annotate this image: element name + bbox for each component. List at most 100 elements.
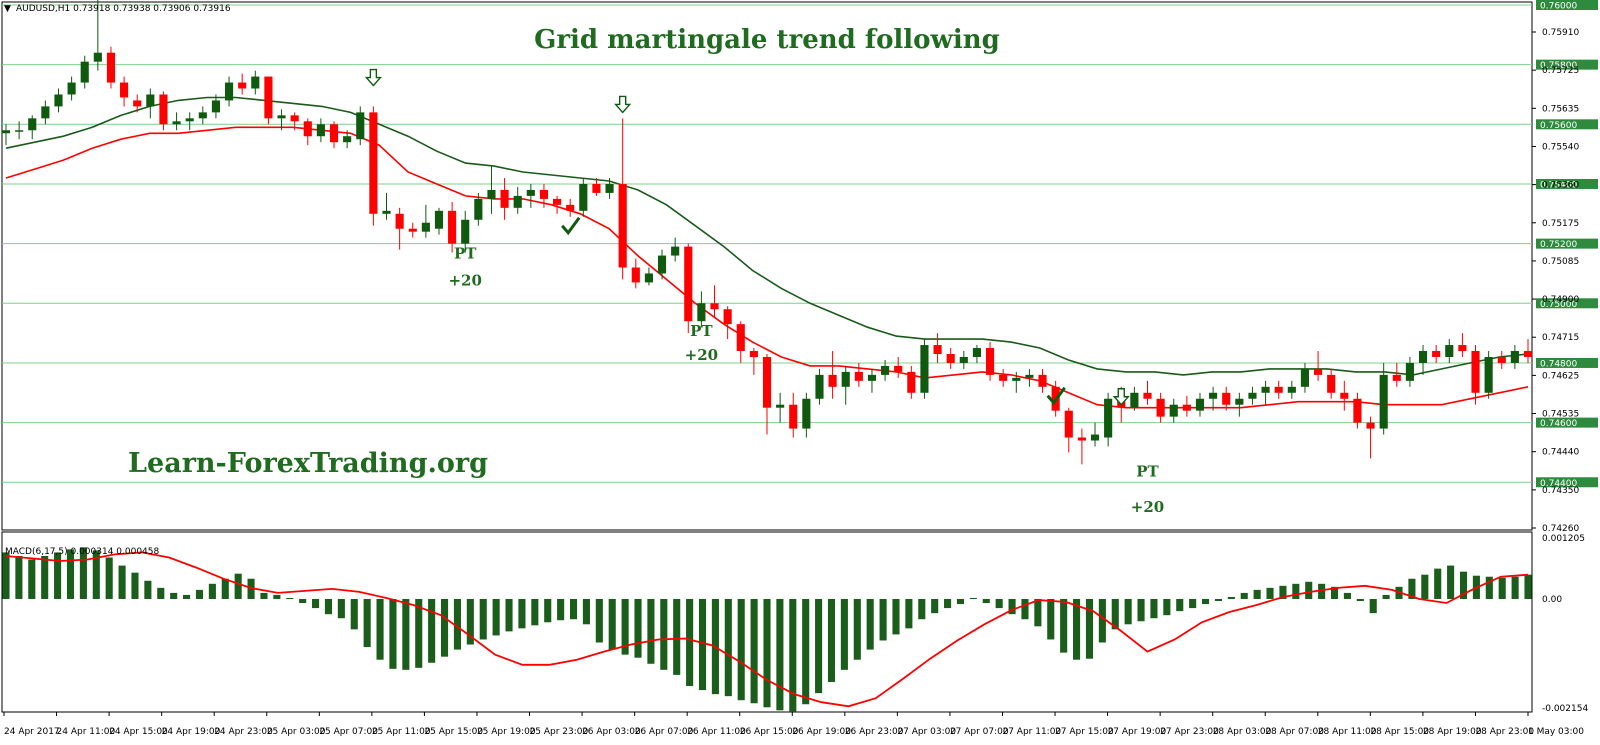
candle-body xyxy=(15,130,24,132)
candle-body xyxy=(513,195,522,208)
macd-bar xyxy=(1318,583,1326,599)
x-tick-label: 24 Apr 19:00 xyxy=(162,727,221,737)
candle-body xyxy=(907,371,916,393)
candle-body xyxy=(1195,398,1205,411)
candle-body xyxy=(434,210,444,229)
x-tick-label: 28 Apr 15:00 xyxy=(1370,727,1429,737)
macd-panel-border xyxy=(1,531,1533,713)
macd-bar xyxy=(724,598,732,697)
macd-bar xyxy=(92,550,100,599)
y-tick-label: 0.75725 xyxy=(1542,66,1579,76)
macd-bar xyxy=(1421,574,1429,599)
macd-bar xyxy=(312,598,320,609)
candle-body xyxy=(1392,374,1401,381)
candle-body xyxy=(54,94,63,107)
candle-body xyxy=(894,365,903,372)
candle-body xyxy=(106,52,116,83)
macd-bar xyxy=(1085,598,1094,659)
candle-body xyxy=(211,100,220,113)
candle-body xyxy=(1090,434,1100,441)
macd-bar xyxy=(1266,587,1274,599)
x-tick-label: 24 Apr 2017 xyxy=(4,727,60,737)
candle-body xyxy=(41,106,50,119)
macd-bar xyxy=(1369,598,1377,614)
macd-bar xyxy=(827,598,836,682)
candle-body xyxy=(592,183,601,193)
macd-bar xyxy=(698,598,707,691)
candle-body xyxy=(605,183,614,193)
y-tick-label: 0.75910 xyxy=(1542,28,1579,38)
candle-body xyxy=(80,61,89,83)
candle-body xyxy=(854,371,863,381)
macd-bar xyxy=(1524,574,1532,599)
macd-bar xyxy=(1227,596,1235,599)
y-tick-label: 0.74900 xyxy=(1542,295,1579,305)
candle-body xyxy=(1405,362,1414,381)
macd-bar xyxy=(1356,598,1364,602)
candle-body xyxy=(487,189,496,199)
macd-bar xyxy=(260,592,268,599)
macd-bar xyxy=(363,598,371,648)
macd-bar xyxy=(1434,568,1442,599)
macd-bar xyxy=(324,598,333,615)
macd-bar xyxy=(802,598,810,705)
grid-level-label: 0.75600 xyxy=(1540,121,1577,131)
candle-body xyxy=(1445,345,1454,357)
candle-body xyxy=(802,398,811,429)
candle-body xyxy=(1130,392,1139,408)
grid-level-label: 0.75200 xyxy=(1540,240,1577,250)
candle-body xyxy=(618,183,627,268)
candle-body xyxy=(1182,404,1191,411)
candle-body xyxy=(198,112,207,119)
macd-bar xyxy=(892,598,900,635)
macd-bar xyxy=(621,598,629,655)
macd-bar xyxy=(582,598,590,625)
candle-body xyxy=(776,404,785,408)
candle-body xyxy=(841,371,850,387)
macd-bar xyxy=(982,598,990,604)
x-tick-label: 28 Apr 19:00 xyxy=(1423,727,1482,737)
candle-body xyxy=(657,255,667,274)
candle-body xyxy=(1497,356,1506,363)
macd-bar xyxy=(673,598,681,675)
candle-body xyxy=(1025,374,1034,378)
candle-body xyxy=(474,198,483,220)
macd-bar xyxy=(79,547,87,599)
macd-bar xyxy=(1111,598,1119,630)
candle-body xyxy=(146,94,155,107)
candle-body xyxy=(644,273,653,283)
x-tick-label: 25 Apr 11:00 xyxy=(372,727,431,737)
grid-level-badge xyxy=(1536,357,1598,368)
down-arrow-icon xyxy=(364,68,382,87)
x-tick-label: 25 Apr 07:00 xyxy=(319,727,378,737)
profit-target-label: +20 xyxy=(448,271,481,289)
grid-level-badge xyxy=(1536,178,1598,189)
macd-bar xyxy=(557,598,565,621)
candle-body xyxy=(1314,368,1323,375)
macd-bar xyxy=(544,598,552,623)
macd-bar xyxy=(995,598,1003,609)
menu-arrow-icon[interactable]: ▼ xyxy=(4,4,11,14)
watermark-text: Learn-ForexTrading.org xyxy=(128,448,488,479)
candle-body xyxy=(303,121,312,137)
x-tick-label: 27 Apr 15:00 xyxy=(1055,727,1114,737)
macd-bar xyxy=(634,598,642,658)
macd-bar xyxy=(1485,576,1493,599)
candle-body xyxy=(277,115,286,119)
fast-ma-line xyxy=(5,126,1529,409)
candle-body xyxy=(881,365,890,375)
candle-body xyxy=(920,345,929,393)
macd-bar xyxy=(866,598,874,650)
candle-body xyxy=(120,82,129,98)
candle-body xyxy=(133,100,142,107)
candle-body xyxy=(1038,374,1047,387)
macd-bar xyxy=(1305,581,1313,599)
x-tick-label: 26 Apr 23:00 xyxy=(845,727,904,737)
candle-body xyxy=(1156,398,1165,417)
candle-body xyxy=(461,219,470,244)
macd-bar xyxy=(1330,586,1339,599)
macd-bar xyxy=(337,598,345,619)
x-tick-label: 26 Apr 15:00 xyxy=(740,727,799,737)
x-tick-label: 28 Apr 11:00 xyxy=(1318,727,1377,737)
candle-body xyxy=(421,222,430,232)
